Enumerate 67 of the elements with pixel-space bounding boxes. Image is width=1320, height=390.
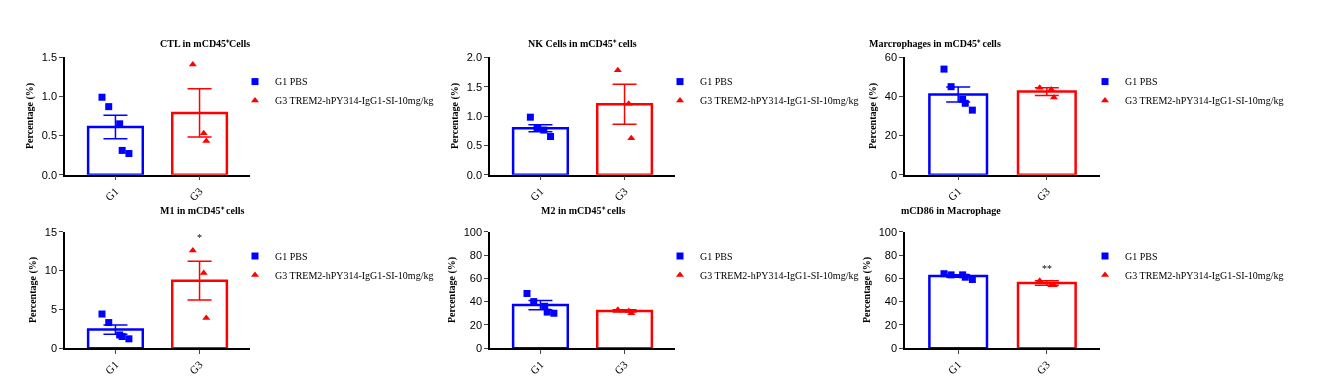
y-tick-label: 0: [50, 341, 58, 354]
y-axis-title: Percentage (%): [24, 82, 37, 150]
chart-title: M1 in mCD45⁺ cells: [160, 205, 245, 216]
x-tick-label: G3: [1034, 358, 1053, 377]
y-tick-label: 0.0: [41, 168, 58, 181]
chart-title: mCD86 in Macrophage: [901, 205, 1002, 216]
y-tick-label: 10: [44, 264, 58, 277]
annotation: *: [197, 232, 202, 243]
y-tick-label: 20: [884, 318, 898, 331]
x-tick-label: G3: [611, 358, 631, 377]
y-tick-label: 80: [469, 248, 483, 261]
y-axis-title: Percentage (%): [449, 82, 462, 150]
x-tick-label: G3: [1034, 184, 1053, 203]
x-tick-label: G1: [102, 358, 121, 377]
y-axis-title: Percentage (%): [27, 256, 40, 324]
y-tick-label: 40: [884, 295, 898, 308]
y-tick-label: 2.0: [466, 51, 483, 64]
x-tick-label: G3: [611, 184, 631, 203]
y-tick-label: 1.5: [41, 51, 58, 64]
y-axis-title: Percentage (%): [867, 82, 880, 150]
y-tick-label: 100: [463, 225, 483, 238]
y-tick-label: 40: [884, 90, 898, 103]
legend-label: G3 TREM2-hPY314-IgG1-SI-10mg/kg: [1125, 269, 1284, 281]
y-tick-label: 60: [884, 51, 898, 64]
y-tick-label: 60: [884, 272, 898, 285]
y-tick-label: 20: [884, 129, 898, 142]
x-tick-label: G1: [945, 358, 964, 377]
y-tick-label: 0: [890, 168, 898, 181]
y-tick-label: 15: [44, 225, 58, 238]
y-tick-label: 1.0: [466, 109, 483, 122]
y-tick-label: 0.5: [466, 139, 483, 152]
chart-title: CTL in mCD45⁺Cells: [160, 38, 251, 49]
legend-label: G1 PBS: [1125, 250, 1158, 262]
y-tick-label: 1.5: [466, 80, 483, 93]
x-tick-label: G1: [527, 358, 546, 377]
legend-label: G3 TREM2-hPY314-IgG1-SI-10mg/kg: [700, 269, 859, 281]
y-tick-label: 20: [469, 318, 483, 331]
legend-label: G3 TREM2-hPY314-IgG1-SI-10mg/kg: [275, 269, 434, 281]
x-tick-label: G3: [186, 358, 206, 377]
y-tick-label: 40: [469, 295, 483, 308]
y-tick-label: 1.0: [41, 90, 58, 103]
legend-label: G1 PBS: [1125, 76, 1158, 88]
annotation: **: [1042, 263, 1052, 274]
y-axis-title: Percentage (%): [861, 256, 874, 324]
x-tick-label: G3: [186, 184, 206, 203]
y-tick-label: 0.5: [41, 129, 58, 142]
chart-title: Marcrophages in mCD45⁺ cells: [869, 38, 1001, 49]
legend-label: G3 TREM2-hPY314-IgG1-SI-10mg/kg: [275, 95, 434, 107]
y-tick-label: 0: [475, 341, 483, 354]
legend-label: G1 PBS: [275, 76, 308, 88]
x-tick-label: G1: [945, 184, 964, 203]
legend-label: G3 TREM2-hPY314-IgG1-SI-10mg/kg: [700, 95, 859, 107]
legend-label: G3 TREM2-hPY314-IgG1-SI-10mg/kg: [1125, 95, 1284, 107]
chart-title: NK Cells in mCD45⁺ cells: [528, 38, 637, 49]
y-tick-label: 0: [890, 341, 898, 354]
y-tick-label: 5: [50, 303, 58, 316]
legend-label: G1 PBS: [700, 250, 733, 262]
y-tick-label: 0.0: [466, 168, 483, 181]
legend-label: G1 PBS: [700, 76, 733, 88]
y-tick-label: 100: [878, 225, 898, 238]
y-axis-title: Percentage (%): [446, 256, 459, 324]
y-tick-label: 80: [884, 248, 898, 261]
y-tick-label: 60: [469, 272, 483, 285]
legend-label: G1 PBS: [275, 250, 308, 262]
chart-title: M2 in mCD45⁺ cells: [541, 205, 626, 216]
x-tick-label: G1: [102, 184, 121, 203]
x-tick-label: G1: [527, 184, 546, 203]
